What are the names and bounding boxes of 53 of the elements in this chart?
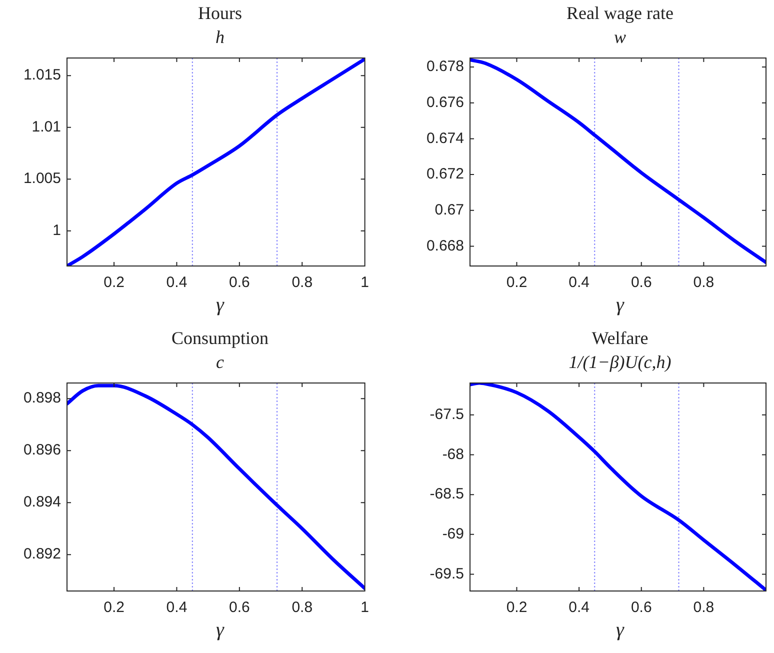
y-tick-label: 0.898 xyxy=(23,390,61,407)
x-tick-label: 0.4 xyxy=(166,599,188,616)
y-tick-label: -69.5 xyxy=(430,565,464,582)
chart-title: Real wage rate xyxy=(566,2,674,25)
chart-subtitle: h xyxy=(214,26,226,49)
chart-title: Welfare xyxy=(590,327,650,350)
line-series xyxy=(470,58,766,264)
y-tick-label: 0.894 xyxy=(23,494,61,511)
x-axis-title: γ xyxy=(615,619,626,642)
x-tick-label: 0.2 xyxy=(506,274,528,292)
x-tick-label: 0.8 xyxy=(693,274,714,292)
x-tick-label: 0.6 xyxy=(229,274,250,292)
y-tick-label: 0.672 xyxy=(426,166,464,183)
x-tick-label: 0.4 xyxy=(166,274,188,292)
x-tick-label: 0.8 xyxy=(292,274,313,292)
y-tick-label: 0.668 xyxy=(426,237,464,254)
chart-title: Hours xyxy=(197,2,243,25)
line-series xyxy=(470,383,766,591)
x-tick-label: 1 xyxy=(360,274,369,292)
x-tick-label: 0.6 xyxy=(630,274,652,292)
y-tick-label: 0.67 xyxy=(434,202,464,219)
line-series xyxy=(67,58,365,266)
y-tick-label: 1.01 xyxy=(32,118,61,136)
x-tick-label: 0.2 xyxy=(104,599,124,616)
x-tick-label: 1 xyxy=(360,599,369,616)
x-axis-title: γ xyxy=(215,619,226,642)
chart-subtitle: 1/(1−β)U(c,h) xyxy=(568,351,672,374)
x-tick-label: 0.4 xyxy=(568,599,590,616)
x-axis-title: γ xyxy=(615,294,626,317)
y-tick-label: 1 xyxy=(52,222,61,239)
y-tick-label: -69 xyxy=(442,526,464,543)
x-tick-label: 0.6 xyxy=(229,599,250,616)
y-tick-label: -68 xyxy=(442,446,464,463)
x-tick-label: 0.6 xyxy=(630,599,652,616)
chart-title: Consumption xyxy=(170,327,270,350)
y-tick-label: 0.674 xyxy=(426,130,464,147)
x-axis-title: γ xyxy=(215,294,226,317)
x-tick-label: 0.8 xyxy=(292,599,313,616)
line-series xyxy=(67,384,365,590)
x-tick-label: 0.4 xyxy=(568,274,590,292)
y-tick-label: 0.676 xyxy=(426,94,464,111)
x-tick-label: 0.2 xyxy=(506,599,528,616)
chart-subtitle: c xyxy=(215,351,225,374)
y-tick-label: 0.678 xyxy=(426,58,464,76)
y-tick-label: -68.5 xyxy=(430,486,464,503)
y-tick-label: 0.892 xyxy=(23,546,61,563)
y-tick-label: -67.5 xyxy=(430,406,464,424)
y-tick-label: 1.005 xyxy=(23,170,61,188)
y-tick-label: 0.896 xyxy=(23,442,61,459)
x-tick-label: 0.2 xyxy=(104,274,124,292)
chart-subtitle: w xyxy=(612,26,627,49)
y-tick-label: 1.015 xyxy=(23,66,61,84)
x-tick-label: 0.8 xyxy=(693,599,714,616)
